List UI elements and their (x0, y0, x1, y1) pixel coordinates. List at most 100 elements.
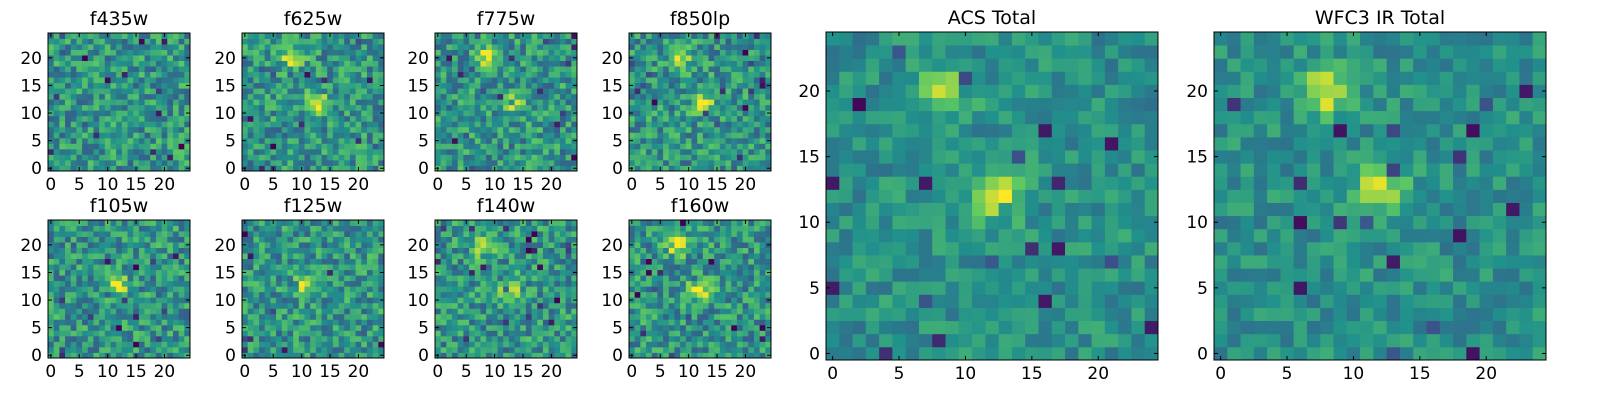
heatmap-cell (571, 346, 578, 353)
heatmap-cell (668, 341, 675, 348)
heatmap-cell (503, 297, 510, 304)
heatmap-cell (321, 258, 328, 265)
heatmap-cell (446, 242, 453, 248)
heatmap-cell (378, 253, 385, 260)
heatmap-cell (172, 297, 180, 304)
heatmap-cell (264, 313, 271, 320)
heatmap-cell (332, 137, 339, 144)
heatmap-cell (559, 143, 567, 150)
heatmap-cell (702, 137, 709, 144)
heatmap-cell (270, 291, 277, 298)
heatmap-cell (110, 38, 117, 45)
heatmap-cell (537, 71, 544, 78)
heatmap-cell (270, 93, 277, 100)
heatmap-cell (110, 236, 117, 243)
heatmap-cell (668, 38, 675, 45)
heatmap-cell (48, 291, 55, 298)
heatmap-cell (264, 148, 271, 155)
heatmap-cell (138, 319, 145, 326)
heatmap-cell (565, 225, 572, 232)
heatmap-cell (259, 280, 266, 287)
heatmap-cell (685, 324, 692, 331)
heatmap-cell (537, 341, 544, 348)
heatmap-cell (474, 132, 481, 139)
heatmap-cell (344, 159, 351, 166)
heatmap-cell (753, 115, 761, 122)
heatmap-cell (247, 71, 254, 78)
heatmap-cell (99, 236, 106, 243)
heatmap-cell (452, 313, 459, 320)
heatmap-cell (93, 346, 100, 353)
heatmap-cell (685, 308, 692, 315)
heatmap-cell (542, 154, 549, 161)
heatmap-cell (133, 297, 140, 304)
heatmap-cell (87, 302, 94, 309)
heatmap-cell (253, 286, 260, 293)
heatmap-cell (531, 71, 538, 78)
heatmap-cell (332, 60, 339, 67)
heatmap-cell (366, 104, 374, 111)
heatmap-cell (497, 93, 504, 100)
heatmap-cell (167, 280, 174, 287)
heatmap-cell (298, 297, 305, 304)
heatmap-cell (253, 115, 260, 122)
heatmap-cell (361, 242, 368, 248)
heatmap-cell (486, 335, 493, 342)
heatmap-cell (338, 330, 345, 337)
heatmap-cell (463, 154, 470, 161)
heatmap-cell (310, 165, 317, 172)
heatmap-cell (242, 143, 249, 150)
heatmap-cell (554, 269, 561, 276)
heatmap-cell (172, 324, 180, 331)
heatmap-cell (640, 352, 647, 359)
heatmap-cell (640, 143, 647, 150)
heatmap-cell (70, 110, 77, 117)
heatmap-cell (748, 110, 755, 117)
heatmap-cell (685, 104, 692, 111)
heatmap-cell (99, 319, 106, 326)
heatmap-cell (554, 324, 561, 331)
heatmap-cell (155, 93, 162, 100)
heatmap-cell (121, 264, 128, 271)
heatmap-cell (349, 154, 356, 161)
heatmap-cell (559, 104, 567, 111)
heatmap-cell (133, 286, 140, 293)
heatmap-cell (736, 115, 743, 122)
heatmap-cell (76, 99, 83, 106)
heatmap-cell (138, 236, 145, 243)
heatmap-cell (725, 330, 732, 337)
heatmap-cell (486, 275, 493, 282)
heatmap-cell (253, 236, 260, 243)
heatmap-cell (344, 269, 351, 276)
heatmap-cell (548, 137, 555, 144)
heatmap-cell (514, 324, 521, 331)
heatmap-cell (571, 44, 578, 50)
heatmap-cell (298, 132, 305, 139)
heatmap-cell (486, 308, 493, 315)
heatmap-cell (691, 77, 698, 84)
heatmap-cell (503, 55, 510, 61)
heatmap-cell (99, 49, 106, 56)
heatmap-cell (668, 71, 675, 78)
heatmap-cell (503, 291, 510, 298)
heatmap-cell (167, 275, 174, 282)
y-tick-label: 15 (20, 76, 42, 96)
panel-title: f850lp (670, 8, 730, 30)
heatmap-cell (270, 341, 277, 348)
heatmap-cell (663, 71, 670, 78)
heatmap-cell (537, 132, 544, 139)
heatmap-cell (70, 319, 77, 326)
heatmap-cell (242, 115, 249, 122)
heatmap-cell (446, 341, 453, 348)
heatmap-cell (719, 330, 726, 337)
heatmap-cell (565, 55, 572, 61)
heatmap-cell (293, 60, 300, 67)
heatmap-cell (508, 88, 515, 95)
heatmap-cell (565, 220, 572, 226)
heatmap-cell (293, 319, 300, 326)
heatmap-cell (361, 137, 368, 144)
heatmap-cell (708, 159, 715, 166)
heatmap-cell (702, 148, 709, 155)
heatmap-cell (685, 313, 692, 320)
heatmap-cell (161, 308, 168, 315)
